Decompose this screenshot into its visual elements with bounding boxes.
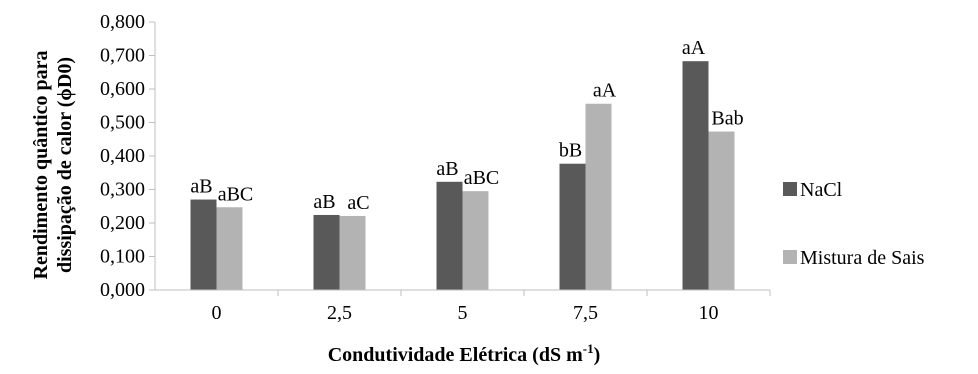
bar-label: bB xyxy=(559,140,582,162)
bar-mistura-1 xyxy=(339,215,366,290)
y-axis-title-line2: dissipação de calor (ϕD0) xyxy=(54,57,76,273)
bar-label: Bab xyxy=(711,108,743,130)
y-tick-label: 0,100 xyxy=(100,246,145,268)
x-tick-label: 5 xyxy=(458,302,468,324)
bar-label: aBC xyxy=(464,167,500,189)
x-axis-title: Condutividade Elétrica (dS m-1) xyxy=(328,341,601,366)
y-tick-label: 0,000 xyxy=(100,279,145,301)
x-tick-label: 10 xyxy=(699,302,719,324)
bar-nacl-3 xyxy=(559,163,586,290)
x-tick-label: 2,5 xyxy=(327,302,352,324)
legend: NaCl Mistura de Sais xyxy=(783,179,925,269)
x-tick-label: 0 xyxy=(212,302,222,324)
y-tick-label: 0,400 xyxy=(100,145,145,167)
legend-swatch xyxy=(783,182,797,196)
bar-labels: aB aBC aB aC aB aBC bB aA aA Bab xyxy=(190,37,743,214)
bar-label: aB xyxy=(190,176,212,198)
bar-nacl-4 xyxy=(682,61,709,290)
legend-swatch xyxy=(783,250,797,264)
y-axis-title-line1: Rendimento quântico para xyxy=(30,51,52,280)
bar-label: aBC xyxy=(218,183,254,205)
y-tick-label: 0,600 xyxy=(100,78,145,100)
bar-label: aC xyxy=(347,192,369,214)
y-tick-label: 0,500 xyxy=(100,112,145,134)
bar-mistura-4 xyxy=(708,131,735,290)
x-axis: 0 2,5 5 7,5 10 xyxy=(212,290,771,324)
bar-label: aB xyxy=(313,191,335,213)
legend-label: NaCl xyxy=(800,179,843,201)
bar-label: aA xyxy=(593,80,617,102)
y-axis: 0,000 0,100 0,200 0,300 0,400 0,500 0,600 0,700… xyxy=(100,11,156,301)
y-axis-title: Rendimento quântico para dissipação de c… xyxy=(30,51,76,280)
bar-mistura-0 xyxy=(216,207,243,290)
bar-nacl-0 xyxy=(190,199,217,290)
x-tick-label: 7,5 xyxy=(573,302,598,324)
y-tick-label: 0,200 xyxy=(100,212,145,234)
bar-label: aB xyxy=(436,158,458,180)
legend-label: Mistura de Sais xyxy=(800,247,925,269)
bar-mistura-3 xyxy=(585,103,612,291)
y-tick-label: 0,300 xyxy=(100,179,145,201)
x-axis-title-superscript: -1 xyxy=(583,341,594,356)
bar-mistura-2 xyxy=(462,191,489,290)
y-tick-label: 0,800 xyxy=(100,11,145,33)
bars xyxy=(190,61,735,291)
bar-nacl-2 xyxy=(436,181,463,290)
bar-nacl-1 xyxy=(313,214,340,290)
y-tick-label: 0,700 xyxy=(100,45,145,67)
bar-label: aA xyxy=(682,37,706,59)
